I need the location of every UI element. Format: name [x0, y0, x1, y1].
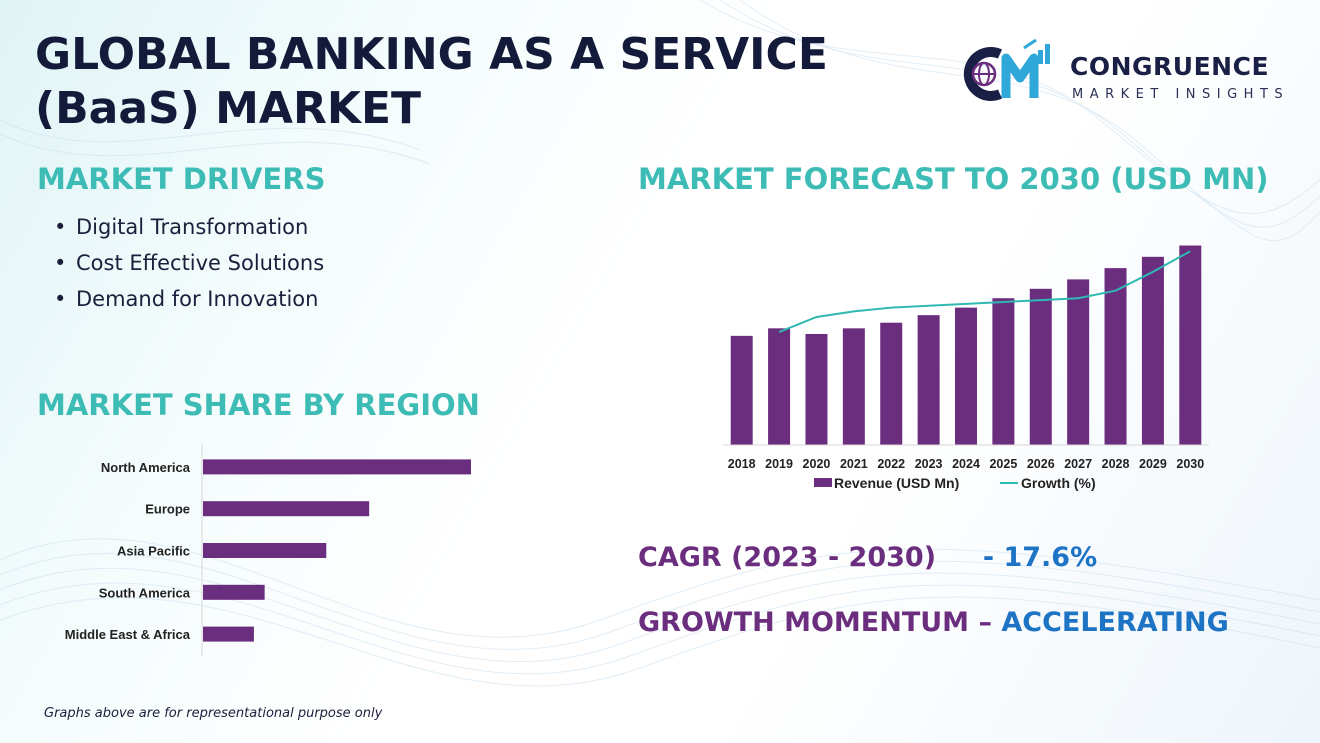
market-drivers-heading: MARKET DRIVERS [37, 162, 326, 196]
legend-revenue-label: Revenue (USD Mn) [834, 475, 959, 491]
revenue-bar [880, 322, 903, 445]
legend-revenue-swatch [814, 478, 832, 487]
growth-line [778, 250, 1191, 334]
x-tick-label: 2027 [1064, 457, 1092, 471]
x-tick-label: 2022 [877, 457, 905, 471]
logo-subtitle: MARKET INSIGHTS [1072, 87, 1290, 102]
cagr-value: - 17.6% [982, 542, 1098, 573]
x-tick-label: 2026 [1027, 457, 1055, 471]
bullet-icon: • [54, 251, 67, 275]
region-bar [203, 543, 327, 558]
category-label: South America [99, 585, 191, 600]
x-tick-label: 2018 [728, 457, 756, 471]
revenue-bar [917, 315, 940, 445]
forecast-heading: MARKET FORECAST TO 2030 (USD MN) [638, 162, 1269, 196]
momentum-label: GROWTH MOMENTUM – [638, 607, 992, 638]
footnote: Graphs above are for representational pu… [44, 706, 383, 721]
x-tick-label: 2020 [803, 457, 831, 471]
revenue-bar [805, 333, 828, 445]
revenue-bar [1104, 268, 1127, 445]
drivers-list: • Digital Transformation • Cost Effective … [54, 212, 324, 320]
revenue-bar [992, 298, 1015, 445]
revenue-bar [842, 328, 865, 445]
bullet-icon: • [54, 287, 67, 311]
bullet-icon: • [54, 215, 67, 239]
x-tick-label: 2028 [1102, 457, 1130, 471]
page-title: GLOBAL BANKING AS A SERVICE (BaaS) MARKE… [35, 29, 828, 134]
category-label: Middle East & Africa [65, 627, 191, 642]
cagr-stat: CAGR (2023 - 2030) - 17.6% [638, 542, 1097, 573]
region-bar [203, 626, 254, 642]
momentum-value: ACCELERATING [1001, 607, 1229, 638]
revenue-bar [955, 307, 977, 445]
market-share-heading: MARKET SHARE BY REGION [37, 388, 480, 422]
category-label: Europe [145, 502, 190, 517]
driver-item: • Demand for Innovation [54, 284, 324, 320]
revenue-bar [1141, 256, 1164, 445]
revenue-bar [1067, 279, 1090, 445]
region-share-chart: North America Europe Asia Pacific South Ame… [65, 444, 471, 656]
region-bar [203, 459, 471, 475]
driver-item: • Digital Transformation [54, 212, 324, 248]
forecast-chart: 2018 2019 2020 2021 2022 2023 2024 2025 2026 2027… [723, 245, 1209, 491]
company-logo: CONGRUENCE MARKET INSIGHTS [962, 36, 1292, 108]
revenue-bar [768, 328, 791, 445]
x-tick-label: 2023 [915, 457, 943, 471]
category-label: North America [101, 460, 191, 475]
driver-item-label: Cost Effective Solutions [76, 251, 325, 275]
category-label: Asia Pacific [117, 544, 190, 559]
revenue-bar [730, 335, 753, 445]
growth-momentum-stat: GROWTH MOMENTUM – ACCELERATING [638, 607, 1229, 638]
logo-name: CONGRUENCE [1070, 52, 1270, 81]
x-tick-label: 2024 [952, 457, 980, 471]
revenue-bar [1179, 245, 1202, 445]
legend-growth-label: Growth (%) [1021, 475, 1096, 491]
x-tick-label: 2021 [840, 457, 868, 471]
x-tick-label: 2029 [1139, 457, 1167, 471]
driver-item-label: Digital Transformation [76, 215, 309, 239]
driver-item-label: Demand for Innovation [76, 287, 319, 311]
driver-item: • Cost Effective Solutions [54, 248, 324, 284]
revenue-bar [1029, 288, 1052, 445]
cagr-label: CAGR (2023 - 2030) [638, 542, 937, 573]
x-tick-label: 2025 [989, 457, 1017, 471]
region-bar [203, 584, 265, 600]
x-tick-label: 2030 [1176, 457, 1204, 471]
logo-mark-icon [963, 38, 1050, 101]
x-tick-label: 2019 [765, 457, 793, 471]
region-bar [203, 501, 370, 517]
